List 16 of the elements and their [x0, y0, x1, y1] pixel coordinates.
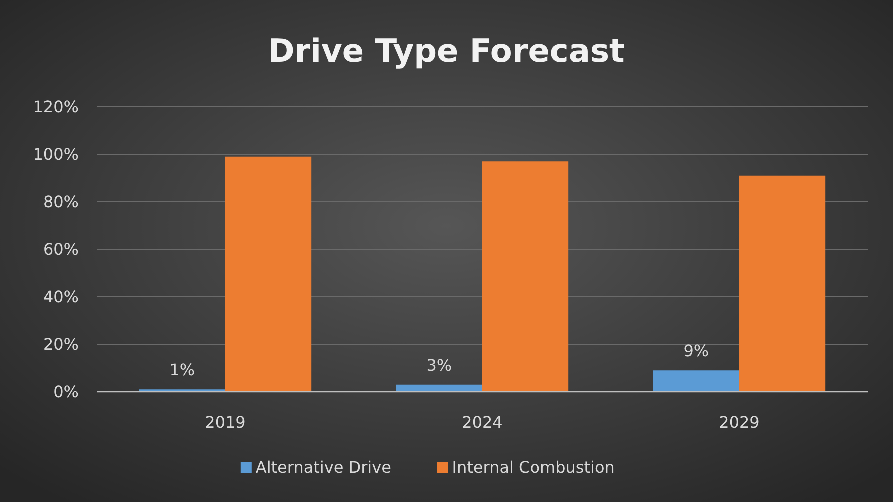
legend-label: Alternative Drive — [256, 458, 392, 478]
legend-label: Internal Combustion — [452, 458, 615, 478]
data-label: 3% — [426, 356, 452, 375]
data-label: 9% — [684, 342, 710, 361]
chart-title: Drive Type Forecast — [268, 32, 625, 70]
y-tick-label: 60% — [43, 240, 79, 260]
y-tick-label: 120% — [33, 98, 79, 117]
x-tick-label: 2019 — [205, 413, 246, 432]
data-label: 1% — [170, 360, 196, 380]
y-tick-label: 20% — [43, 335, 79, 354]
y-tick-label: 100% — [33, 145, 79, 164]
y-tick-label: 80% — [43, 192, 79, 212]
x-tick-label: 2024 — [462, 413, 503, 432]
x-tick-label: 2029 — [719, 413, 760, 432]
y-tick-label: 0% — [54, 382, 79, 402]
y-tick-label: 40% — [43, 288, 79, 307]
